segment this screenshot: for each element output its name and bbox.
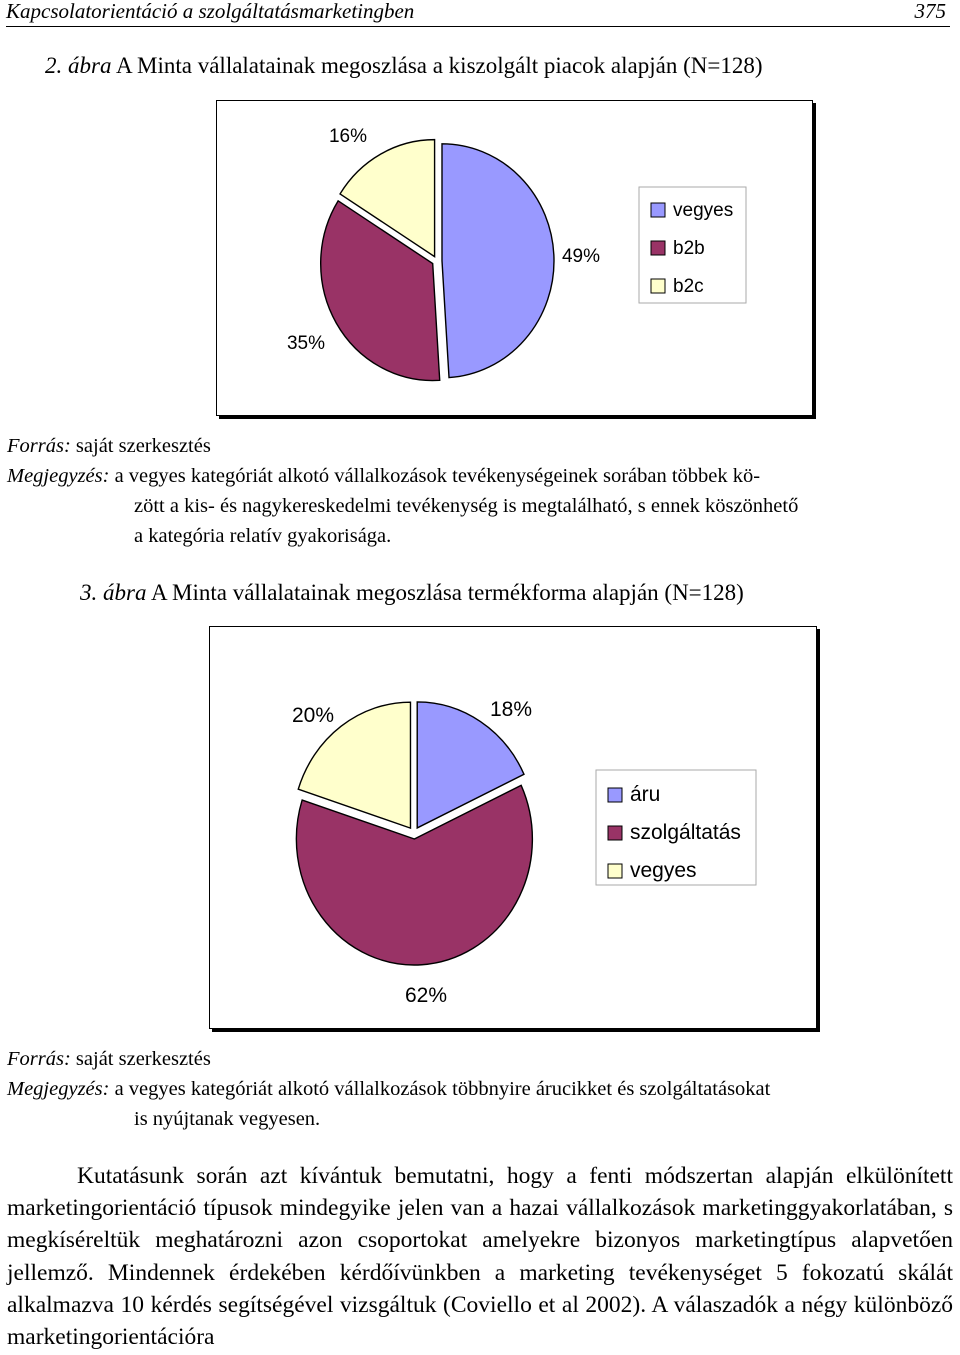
- figure3-notes: Forrás: saját szerkesztés Megjegyzés: a …: [7, 1044, 953, 1134]
- chart1-legend-swatch: [607, 825, 623, 841]
- figure3-pie-chart: 18% 62% 20% áru szolgáltatás vegyes: [292, 698, 757, 1007]
- figure3-source: Forrás: saját szerkesztés: [7, 1044, 953, 1074]
- chart1-legend-label: szolgáltatás: [630, 821, 741, 844]
- figure3-chart-frame: 18% 62% 20% áru szolgáltatás vegyes: [209, 626, 817, 1029]
- figure2-note: Megjegyzés: a vegyes kategóriát alkotó v…: [7, 461, 953, 491]
- chart1-slice-szolgáltatás: [295, 784, 534, 966]
- chart0-legend-swatch: [650, 240, 666, 256]
- figure2-chart-frame: 49% 35% 16% vegyes b2b b2c: [216, 100, 813, 416]
- chart0-legend-label: b2b: [673, 238, 705, 259]
- figure3-source-label: Forrás:: [7, 1048, 71, 1070]
- figure2-source: Forrás: saját szerkesztés: [7, 431, 953, 461]
- figure3-number: 3. ábra: [80, 580, 147, 605]
- chart0-legend-label: b2c: [673, 276, 704, 297]
- chart1-legend-label: vegyes: [630, 859, 697, 882]
- chart1-slice-áru: [416, 701, 525, 830]
- figure3-title: A Minta vállalatainak megoszlása termékf…: [150, 580, 744, 605]
- figure3-note-line2: is nyújtanak vegyesen.: [134, 1108, 321, 1130]
- figure2-pie-chart: 49% 35% 16% vegyes b2b b2c: [287, 126, 747, 382]
- page-number: 375: [914, 0, 947, 23]
- figure3-caption: 3. ábra A Minta vállalatainak megoszlása…: [80, 580, 744, 606]
- figure2-caption: 2. ábra A Minta vállalatainak megoszlása…: [45, 53, 762, 79]
- chart1-data-label: 62%: [405, 984, 447, 1007]
- figure2-source-text: saját szerkesztés: [75, 435, 211, 457]
- figure3-note-label: Megjegyzés:: [7, 1078, 110, 1100]
- chart0-legend-swatch: [650, 202, 666, 218]
- chart1-legend-swatch: [607, 863, 623, 879]
- body-text: Kutatásunk során azt kívántuk bemutatni,…: [7, 1160, 953, 1353]
- chart0-data-label: 16%: [329, 126, 367, 147]
- running-title: Kapcsolatorientáció a szolgáltatásmarket…: [6, 0, 415, 23]
- figure2-note-line1: a vegyes kategóriát alkotó vállalkozások…: [114, 465, 761, 487]
- chart1-legend-swatch: [607, 787, 623, 803]
- figure3-note: Megjegyzés: a vegyes kategóriát alkotó v…: [7, 1074, 953, 1104]
- chart0-data-label: 35%: [287, 333, 325, 354]
- chart1-slice-vegyes: [297, 701, 412, 830]
- chart0-legend-label: vegyes: [673, 200, 733, 221]
- chart1-data-label: 20%: [292, 704, 334, 727]
- figure3-note-line1: a vegyes kategóriát alkotó vállalkozások…: [114, 1078, 771, 1100]
- chart0-slice-b2c: [339, 138, 436, 258]
- running-header: Kapcsolatorientáció a szolgáltatásmarket…: [6, 0, 950, 27]
- chart1-data-label: 18%: [490, 698, 532, 721]
- figure2-note-line3: a kategória relatív gyakorisága.: [134, 525, 392, 547]
- figure2-title: A Minta vállalatainak megoszlása a kiszo…: [115, 53, 763, 78]
- figure2-source-label: Forrás:: [7, 435, 71, 457]
- figure2-number: 2. ábra: [45, 53, 112, 78]
- chart0-slice-vegyes: [441, 143, 555, 379]
- figure2-notes: Forrás: saját szerkesztés Megjegyzés: a …: [7, 431, 953, 551]
- figure2-note-label: Megjegyzés:: [7, 465, 110, 487]
- chart0-legend-swatch: [650, 278, 666, 294]
- figure3-source-text: saját szerkesztés: [75, 1048, 211, 1070]
- chart1-legend-box: [595, 769, 757, 886]
- body-paragraph: Kutatásunk során azt kívántuk bemutatni,…: [7, 1163, 953, 1351]
- chart0-data-label: 49%: [562, 246, 600, 267]
- chart1-legend-label: áru: [630, 783, 660, 806]
- figure2-note-line2: zött a kis- és nagykereskedelmi tevékeny…: [134, 495, 799, 517]
- chart0-slice-b2b: [320, 199, 441, 382]
